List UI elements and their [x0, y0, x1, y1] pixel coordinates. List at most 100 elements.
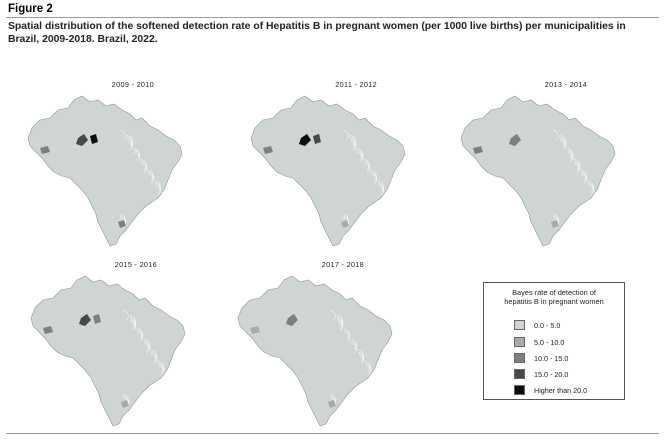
municipality-border: [587, 180, 595, 192]
municipality-border: [136, 331, 144, 343]
hotspot-area: [76, 134, 88, 146]
municipality-border: [559, 136, 567, 148]
municipality-border: [357, 351, 365, 363]
municipality-border: [171, 384, 179, 396]
municipality-border: [154, 180, 162, 192]
municipality-border: [371, 371, 379, 383]
municipality-border: [157, 360, 165, 372]
municipality-border: [566, 147, 574, 159]
figure-title: Figure 2: [8, 3, 53, 15]
municipality-border: [161, 191, 169, 203]
municipality-border: [157, 364, 165, 376]
municipality-border: [573, 162, 581, 174]
municipality-border: [171, 386, 179, 398]
municipality-border: [573, 160, 581, 172]
municipality-border: [336, 320, 344, 332]
municipality-border: [364, 362, 372, 374]
hotspot-area: [551, 220, 559, 228]
brazil-outline: [27, 95, 183, 247]
hotspot-area: [263, 146, 273, 154]
municipality-border: [343, 327, 351, 339]
municipality-border: [164, 375, 172, 387]
municipality-border: [350, 342, 358, 354]
municipality-border: [349, 140, 357, 152]
hotspot-area: [250, 326, 260, 334]
municipality-border: [559, 134, 567, 146]
municipality-border: [140, 158, 148, 170]
hotspot-area: [328, 400, 336, 408]
municipality-border: [580, 171, 588, 183]
municipality-border: [384, 195, 392, 207]
municipality-border: [559, 140, 567, 152]
municipality-border: [370, 171, 378, 183]
municipality-border: [154, 184, 162, 196]
municipality-border: [129, 318, 137, 330]
municipality-border: [171, 382, 179, 394]
municipality-border: [391, 202, 399, 214]
municipality-border: [594, 193, 602, 205]
brazil-outline: [30, 275, 186, 427]
municipality-border: [370, 169, 378, 181]
brazil-map: [27, 95, 183, 247]
municipality-border: [147, 171, 155, 183]
municipality-border: [136, 327, 144, 339]
municipality-border: [150, 353, 158, 365]
map-panel-2015-2016: 2015 - 2016: [25, 260, 205, 430]
legend-swatch: [514, 385, 525, 395]
municipality-border: [129, 314, 137, 326]
municipality-border: [357, 353, 365, 365]
hotspot-area: [93, 314, 101, 324]
map-period-label: 2013 - 2014: [544, 80, 587, 89]
brazil-map: [30, 275, 186, 427]
municipality-border: [150, 349, 158, 361]
municipality-border: [336, 314, 344, 326]
legend-title: Bayes rate of detection of hepatitis B i…: [484, 288, 624, 306]
hotspot-area: [40, 146, 50, 154]
municipality-border: [350, 340, 358, 352]
municipality-border: [164, 373, 172, 385]
municipality-border: [343, 331, 351, 343]
bottom-divider: [6, 433, 659, 434]
brazil-map: [250, 95, 406, 247]
map-period-label: 2011 - 2012: [335, 80, 377, 89]
municipality-border: [384, 191, 392, 203]
municipality-border: [129, 320, 137, 332]
legend-label: 15.0 - 20.0: [534, 370, 569, 379]
municipality-border: [129, 316, 137, 328]
municipality-border: [356, 149, 364, 161]
municipality-border: [143, 340, 151, 352]
municipality-border: [356, 151, 364, 163]
municipality-border: [580, 173, 588, 185]
municipality-border: [364, 364, 372, 376]
municipality-border: [363, 162, 371, 174]
municipality-border: [587, 182, 595, 194]
brazil-map: [237, 275, 393, 427]
municipality-border: [559, 138, 567, 150]
map-period-label: 2009 - 2010: [111, 80, 154, 89]
legend-title-line-1: Bayes rate of detection of: [512, 288, 596, 297]
legend-swatch: [514, 337, 525, 347]
municipality-border: [147, 169, 155, 181]
map-panel-2011-2012: 2011 - 2012: [245, 80, 425, 250]
hotspot-area: [313, 134, 321, 144]
municipality-border: [594, 191, 602, 203]
municipality-border: [329, 309, 337, 321]
legend-label: Higher than 20.0: [534, 386, 588, 395]
municipality-border: [126, 140, 134, 152]
municipality-border: [157, 362, 165, 374]
municipality-border: [566, 151, 574, 163]
municipality-border: [133, 149, 141, 161]
legend-swatch: [514, 369, 525, 379]
legend-title-line-2: hepatitis B in pregnant women: [504, 297, 604, 306]
municipality-border: [377, 184, 385, 196]
municipality-border: [126, 136, 134, 148]
municipality-border: [391, 206, 399, 218]
title-divider: [6, 17, 659, 18]
brazil-outline: [250, 95, 406, 247]
hotspot-area: [299, 134, 311, 146]
municipality-border: [356, 147, 364, 159]
municipality-border: [143, 338, 151, 350]
municipality-border: [391, 204, 399, 216]
legend-label: 0.0 - 5.0: [534, 321, 561, 330]
municipality-border: [140, 160, 148, 172]
